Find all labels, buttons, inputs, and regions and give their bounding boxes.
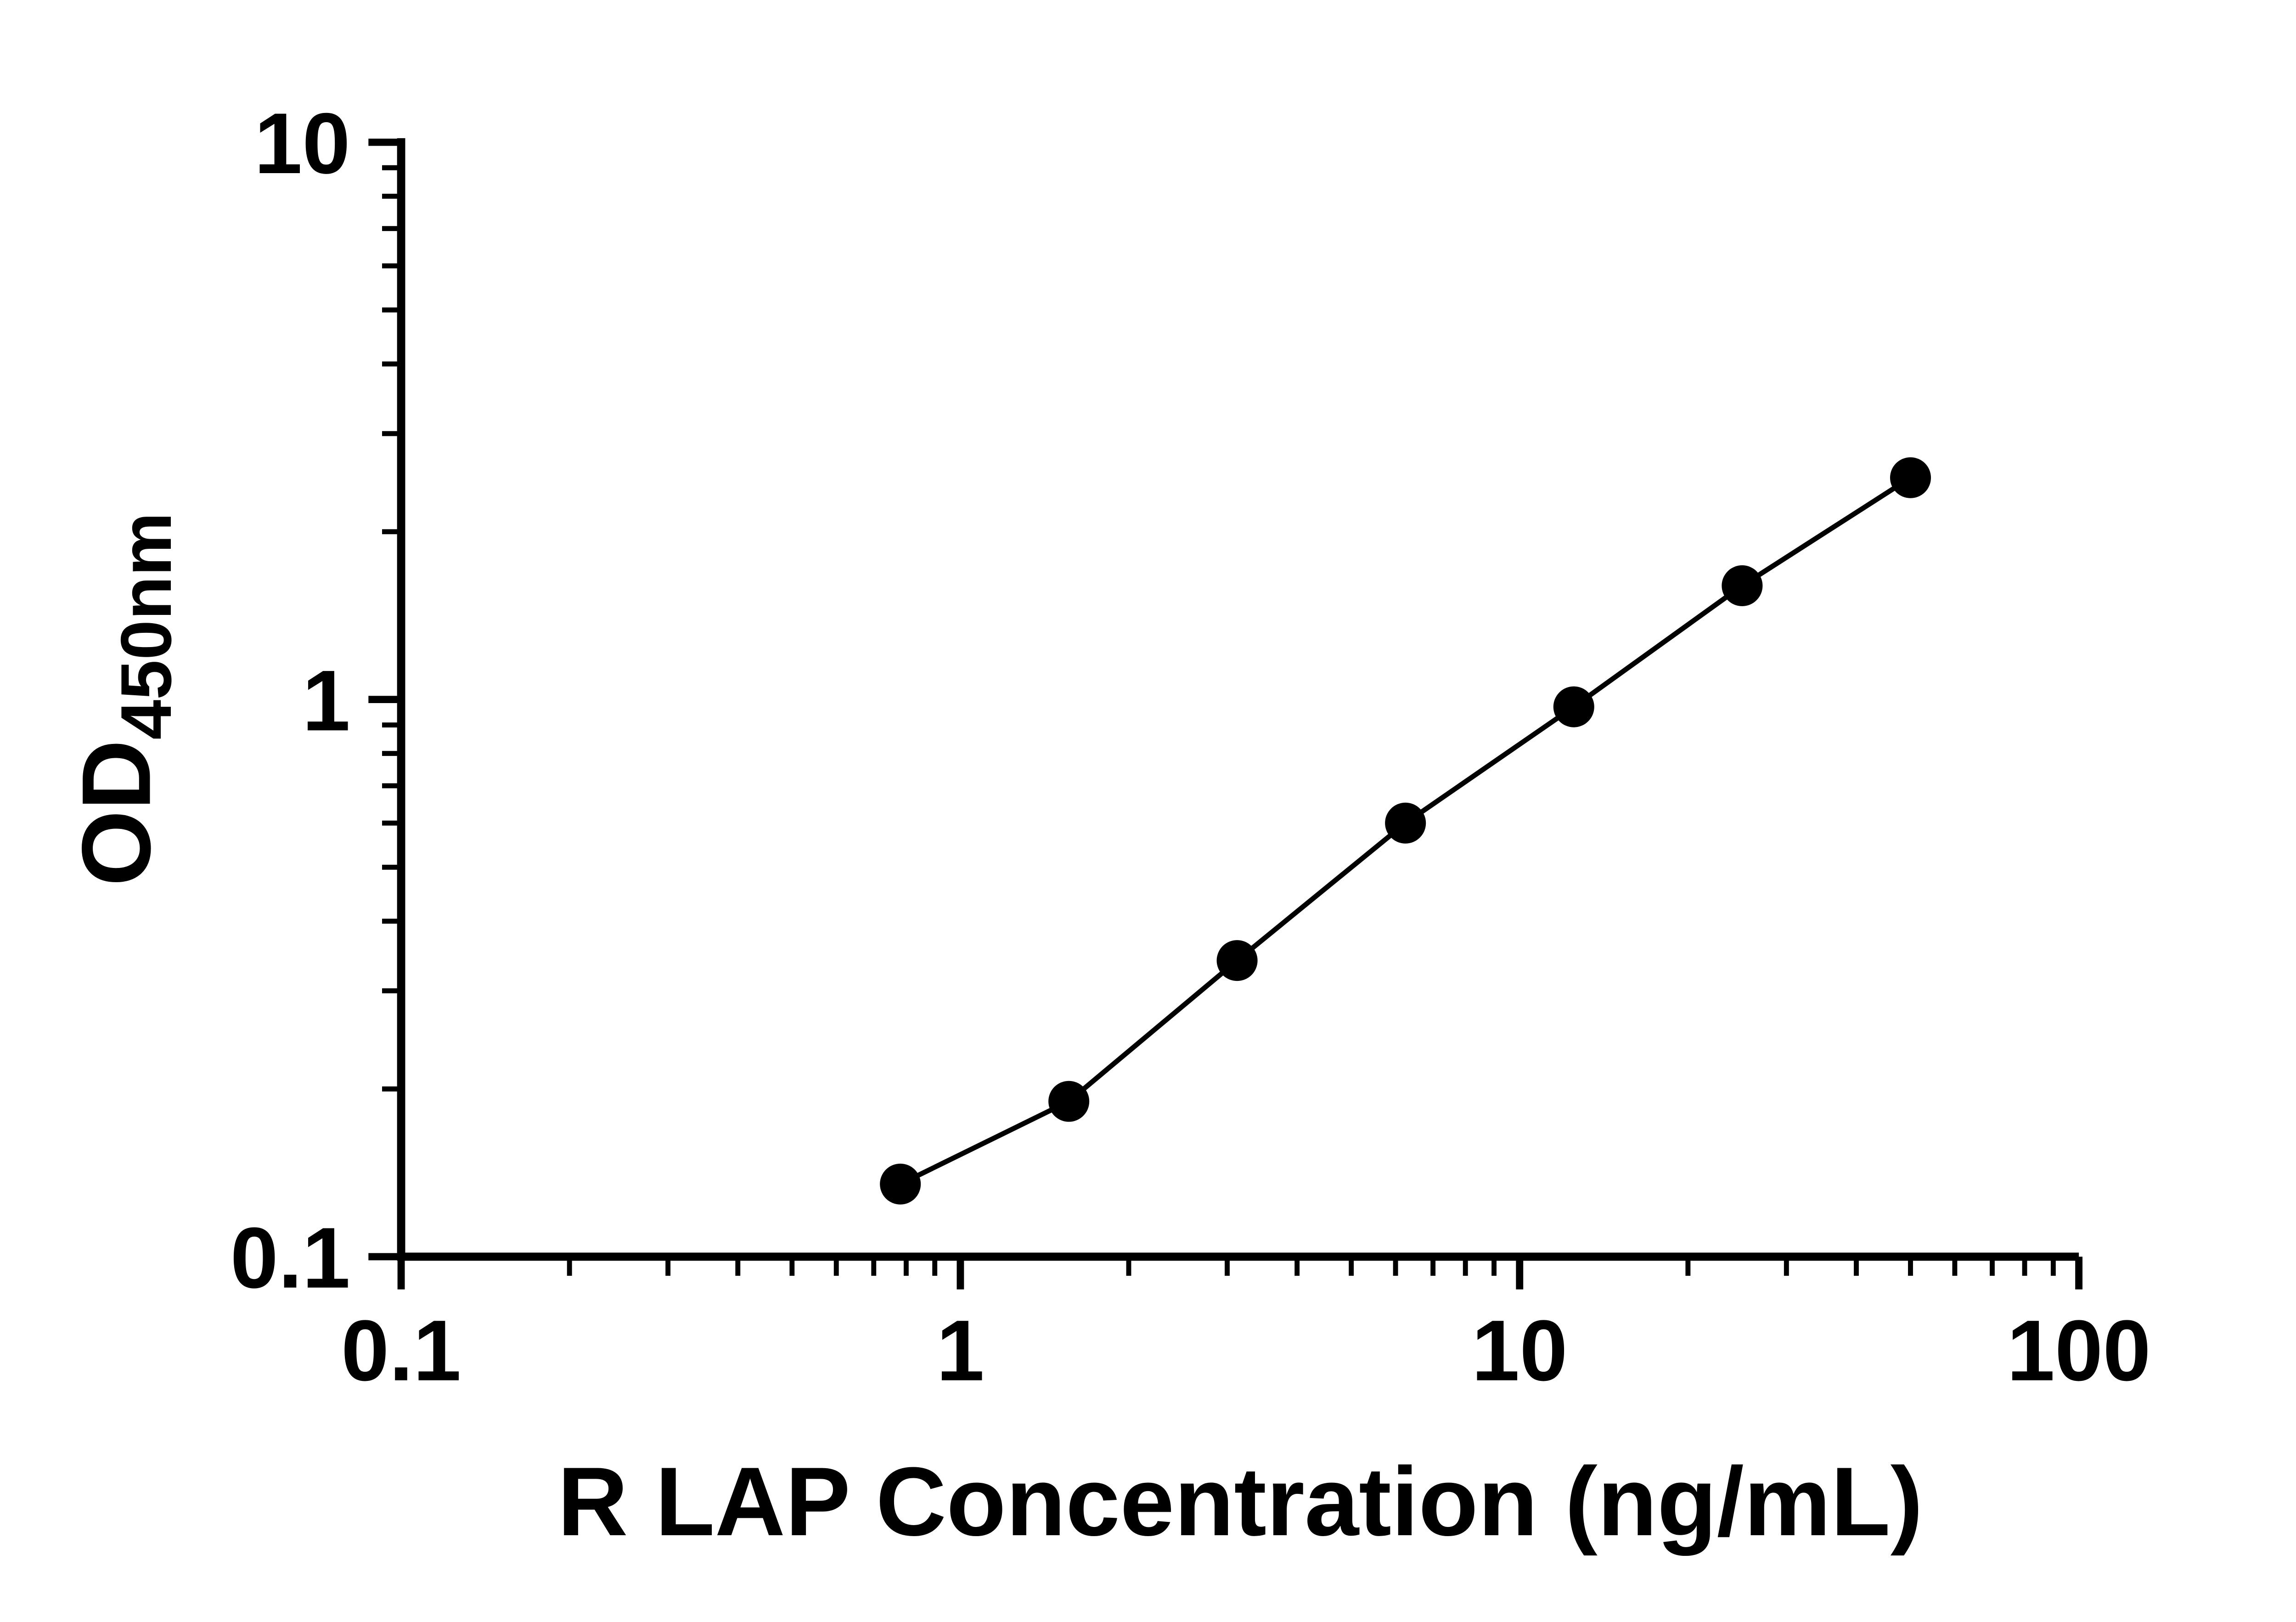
- data-point: [1385, 802, 1426, 844]
- data-point: [1890, 457, 1931, 498]
- tick-label-layer: 0.1 1 10 100 0.1 1 10: [230, 95, 2150, 1399]
- series-layer: [880, 457, 1931, 1205]
- data-point: [1722, 565, 1763, 606]
- y-axis-title-subscript: 450nm: [106, 512, 186, 739]
- y-tick-label: 10: [254, 95, 350, 191]
- axes-layer: [397, 138, 2079, 1261]
- y-tick-label: 0.1: [230, 1210, 350, 1306]
- y-axis-title: OD450nm: [62, 512, 186, 886]
- data-point: [1048, 1081, 1090, 1122]
- data-point: [1553, 686, 1594, 727]
- x-axis-title: R LAP Concentration (ng/mL): [557, 1447, 1923, 1556]
- x-tick-label: 100: [2007, 1302, 2151, 1399]
- x-tick-label: 0.1: [341, 1302, 461, 1399]
- y-axis-title-base: OD: [62, 740, 171, 886]
- tick-layer: [368, 138, 2083, 1290]
- data-point: [1216, 940, 1258, 981]
- data-point: [880, 1163, 921, 1205]
- y-tick-label: 1: [302, 652, 350, 749]
- axis-spine: [397, 138, 2079, 1261]
- x-tick-label: 10: [1472, 1302, 1568, 1399]
- x-tick-label: 1: [936, 1302, 985, 1399]
